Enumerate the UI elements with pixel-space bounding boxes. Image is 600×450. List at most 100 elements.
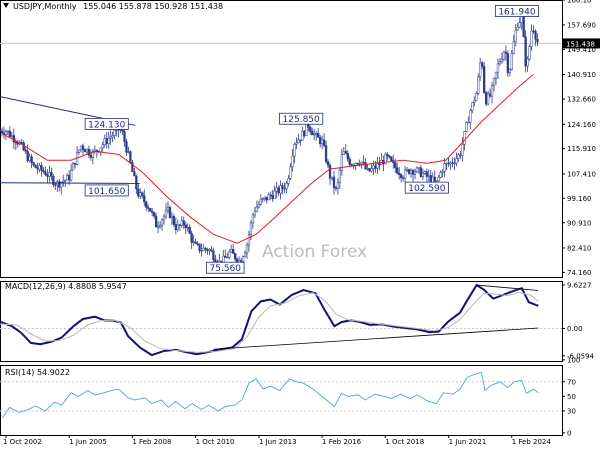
rsi-y-tick-label: 30 — [567, 407, 576, 415]
candle-body — [364, 162, 367, 170]
candle-body — [6, 130, 10, 133]
candle-body — [320, 139, 324, 145]
candle-body — [68, 175, 71, 181]
candle-body — [263, 196, 266, 199]
candle-body — [366, 168, 369, 170]
candle-body — [354, 162, 357, 166]
candle-body — [297, 139, 300, 144]
candle-body — [198, 243, 201, 251]
candle-body — [123, 131, 126, 142]
candle-body — [4, 131, 8, 135]
candle-body — [85, 148, 89, 153]
candle-body — [451, 162, 454, 164]
candle-body — [234, 253, 237, 260]
candle-body — [16, 142, 19, 145]
candle-body — [479, 62, 482, 78]
annotation-label: 101.650 — [88, 187, 125, 197]
candle-body — [394, 162, 397, 169]
x-tick-label: 1 Feb 2008 — [132, 438, 171, 446]
candle-body — [299, 139, 302, 141]
candle-body — [413, 171, 417, 175]
candle-body — [269, 194, 272, 196]
candle-body — [109, 136, 112, 139]
ohlc-label: 155.046 155.878 150.928 151.438 — [83, 2, 224, 11]
price-y-tick-label: 90.910 — [567, 219, 592, 227]
candle-body — [8, 130, 12, 137]
candle-body — [28, 156, 31, 161]
candle-body — [437, 177, 440, 181]
candle-body — [251, 214, 255, 224]
candle-body — [249, 222, 253, 235]
candle-body — [461, 143, 464, 156]
candle-body — [340, 154, 344, 171]
candle-body — [265, 196, 268, 201]
candle-body — [453, 162, 456, 165]
rsi-pane-frame — [0, 365, 563, 436]
candle-body — [494, 71, 498, 79]
candle-body — [409, 170, 413, 174]
candle-body — [99, 147, 102, 152]
annotation-box — [279, 112, 324, 125]
candle-body — [162, 215, 166, 221]
candle-body — [332, 176, 336, 188]
macd-y-tick-label: -6.0594 — [567, 352, 595, 360]
candle-body — [518, 22, 521, 28]
macd-y-tick-label: 9.6227 — [567, 281, 592, 289]
candle-body — [291, 155, 294, 168]
current-price-label: 151.438 — [566, 40, 595, 48]
candle-body — [188, 226, 191, 234]
annotation-label: 124.130 — [88, 120, 125, 130]
candle-body — [279, 185, 282, 194]
candle-body — [158, 224, 162, 228]
price-y-tick-label: 157.690 — [567, 21, 596, 29]
rsi-y-tick-label: 70 — [567, 378, 576, 386]
candle-body — [403, 169, 407, 179]
candle-body — [326, 161, 330, 166]
dropdown-arrow-icon[interactable] — [3, 3, 9, 8]
candle-body — [281, 185, 284, 189]
candle-body — [473, 100, 476, 103]
candle-body — [477, 76, 480, 94]
candle-body — [151, 210, 154, 213]
candle-body — [202, 247, 205, 251]
candle-body — [160, 219, 164, 226]
symbol-timeframe-label: USDJPY,Monthly 155.046 155.878 150.928 1… — [13, 2, 223, 11]
x-tick-label: 1 Feb 2024 — [512, 438, 552, 446]
candle-body — [259, 199, 262, 205]
annotation-box — [404, 181, 449, 194]
candle-body — [0, 130, 2, 132]
macd-trendline — [476, 284, 539, 291]
candle-body — [38, 165, 41, 170]
candle-body — [232, 248, 235, 254]
candle-body — [534, 31, 537, 40]
candle-body — [449, 162, 452, 165]
x-tick-label: 1 Oct 2010 — [196, 438, 235, 446]
macd-line — [0, 283, 539, 357]
candle-body — [488, 93, 492, 97]
x-tick-label: 1 Oct 2018 — [385, 438, 424, 446]
candle-body — [421, 173, 425, 177]
candle-body — [378, 163, 381, 166]
candle-body — [103, 138, 106, 145]
candle-body — [360, 161, 363, 165]
candle-body — [401, 177, 405, 179]
candle-body — [133, 171, 136, 177]
candle-body — [44, 171, 47, 176]
candle-body — [149, 208, 152, 212]
rsi-line — [1, 371, 539, 419]
candle-body — [71, 162, 75, 171]
candle-body — [512, 41, 515, 55]
watermark: Action Forex — [262, 242, 367, 262]
candle-body — [463, 131, 466, 145]
candle-body — [398, 172, 401, 175]
candle-body — [313, 133, 316, 136]
candle-body — [111, 135, 114, 138]
current-price-box — [563, 38, 600, 49]
candle-body — [228, 251, 231, 258]
annotation-box — [84, 184, 129, 197]
candle-body — [526, 58, 529, 67]
candle-body — [330, 176, 334, 179]
candle-body — [348, 158, 351, 165]
candle-body — [305, 123, 308, 136]
